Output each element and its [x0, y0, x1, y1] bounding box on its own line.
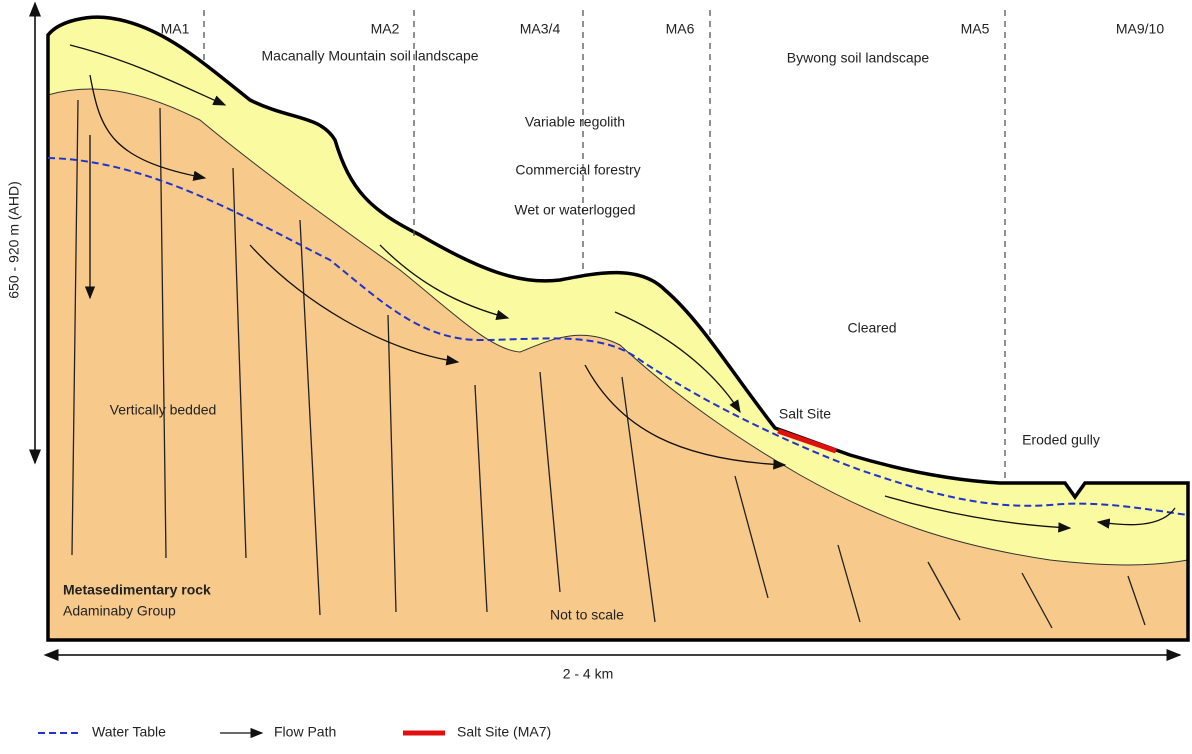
zone-label: MA6 — [666, 21, 695, 37]
attribute-label: Commercial forestry — [515, 162, 640, 178]
zone-label: MA1 — [161, 21, 190, 37]
legend-label: Salt Site (MA7) — [457, 724, 551, 740]
attribute-label: Wet or waterlogged — [514, 202, 635, 218]
horizontal-axis-label: 2 - 4 km — [563, 666, 614, 682]
attribute-label: Variable regolith — [525, 114, 625, 130]
zone-label: MA9/10 — [1116, 21, 1164, 37]
landscape-label: Bywong soil landscape — [787, 50, 930, 66]
annotation: Adaminaby Group — [63, 603, 176, 619]
attribute-label: Cleared — [847, 320, 896, 336]
diagram: 650 - 920 m (AHD) 2 - 4 km MA1 MA2 MA3/4… — [0, 0, 1192, 749]
legend-label: Flow Path — [274, 724, 336, 740]
landscape-label: Macanally Mountain soil landscape — [261, 48, 478, 64]
zone-label: MA2 — [371, 21, 400, 37]
vertical-axis-label: 650 - 920 m (AHD) — [6, 181, 22, 298]
annotation: Not to scale — [550, 607, 624, 623]
legend-label: Water Table — [92, 724, 166, 740]
annotation: Salt Site — [779, 406, 831, 422]
annotation: Vertically bedded — [110, 402, 217, 418]
annotation: Metasedimentary rock — [63, 582, 211, 598]
annotation: Eroded gully — [1022, 432, 1100, 448]
zone-label: MA5 — [961, 21, 990, 37]
zone-label: MA3/4 — [520, 21, 561, 37]
